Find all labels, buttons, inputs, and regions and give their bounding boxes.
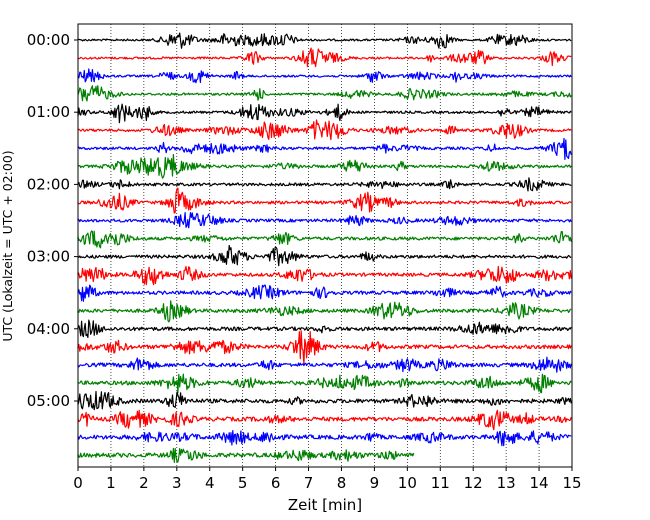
- x-tick-label: 14: [530, 474, 549, 492]
- trace-line: [77, 103, 572, 124]
- x-tick-label: 1: [106, 474, 116, 492]
- x-tick-label: 8: [337, 474, 347, 492]
- trace-line: [77, 119, 572, 141]
- x-axis-ticks: 0 1 2 3 4 5 6 7 8 9 10 11 12 13 14 15: [73, 467, 582, 492]
- x-tick-label: 10: [398, 474, 417, 492]
- x-tick-label: 2: [139, 474, 149, 492]
- trace-line: [77, 137, 572, 161]
- trace-line: [77, 284, 572, 302]
- x-tick-label: 13: [497, 474, 516, 492]
- trace-line: [77, 447, 415, 463]
- trace-line: [77, 47, 572, 68]
- trace-line: [77, 187, 572, 214]
- y-tick-label: 03:00: [27, 248, 70, 266]
- trace-line: [77, 356, 572, 373]
- y-tick-label: 01:00: [27, 103, 70, 121]
- x-tick-label: 15: [562, 474, 581, 492]
- y-axis-ticks: 00:00 01:00 02:00 03:00 04:00 05:00: [27, 31, 78, 410]
- trace-line: [77, 265, 572, 286]
- x-tick-label: 9: [370, 474, 380, 492]
- trace-line: [77, 177, 572, 192]
- x-tick-label: 3: [172, 474, 182, 492]
- trace-line: [77, 32, 572, 49]
- trace-line: [77, 300, 572, 323]
- trace-line: [77, 429, 572, 447]
- trace-line: [77, 319, 572, 339]
- trace-line: [77, 390, 572, 411]
- x-tick-label: 0: [73, 474, 83, 492]
- trace-line: [77, 68, 572, 84]
- trace-line: [77, 153, 572, 179]
- x-tick-label: 7: [304, 474, 314, 492]
- plot-frame: [77, 23, 573, 468]
- x-tick-label: 4: [205, 474, 215, 492]
- x-axis-label: Zeit [min]: [288, 496, 362, 514]
- seismogram-traces: [77, 32, 572, 463]
- y-axis-label: UTC (Lokalzeit = UTC + 02:00): [0, 150, 15, 341]
- y-tick-label: 04:00: [27, 320, 70, 338]
- trace-line: [77, 211, 572, 229]
- trace-line: [77, 409, 572, 431]
- trace-line: [77, 373, 572, 394]
- trace-line: [77, 330, 572, 366]
- x-tick-label: 12: [464, 474, 483, 492]
- y-tick-label: 02:00: [27, 175, 70, 193]
- x-tick-label: 5: [238, 474, 248, 492]
- y-tick-label: 05:00: [27, 392, 70, 410]
- x-tick-label: 6: [271, 474, 281, 492]
- x-tick-label: 11: [431, 474, 450, 492]
- y-tick-label: 00:00: [27, 31, 70, 49]
- trace-line: [77, 244, 572, 267]
- trace-line: [77, 230, 572, 249]
- trace-line: [77, 85, 572, 102]
